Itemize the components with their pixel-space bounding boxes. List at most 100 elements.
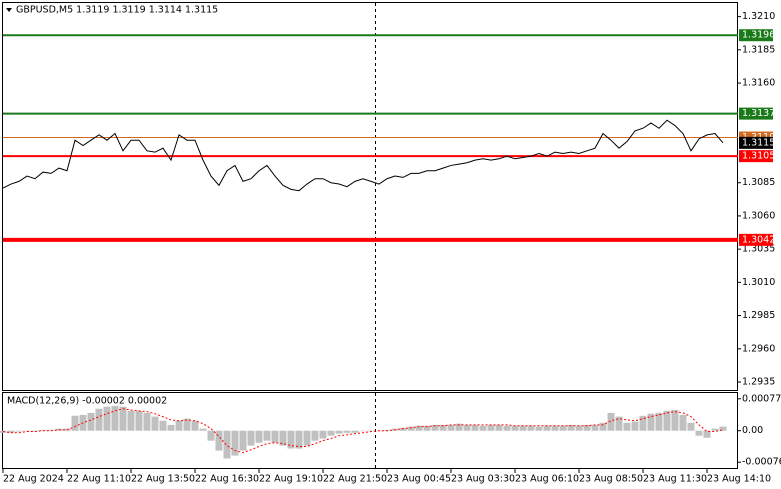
- macd-bar: [463, 424, 471, 431]
- macd-bar: [479, 425, 487, 431]
- level-tag-label: 1.3137: [742, 108, 775, 119]
- y-tick-label: 1.2935: [742, 377, 775, 388]
- x-tick-label: 22 Aug 19:10: [259, 474, 323, 485]
- y-tick-label: 0.00077: [742, 393, 781, 404]
- x-tick-label: 23 Aug 00:45: [387, 474, 451, 485]
- y-tick-label: 1.3185: [742, 44, 775, 55]
- macd-bar: [199, 428, 207, 431]
- x-tick-label: 22 Aug 16:30: [195, 474, 259, 485]
- macd-bar: [135, 410, 143, 431]
- macd-bar: [591, 424, 599, 431]
- macd-bar: [111, 405, 119, 431]
- macd-bar: [303, 430, 311, 446]
- level-tag: [739, 29, 773, 42]
- y-tick-label: 1.3160: [742, 78, 775, 89]
- macd-bar: [607, 412, 615, 431]
- level-tag-label: 1.3196: [742, 30, 775, 41]
- macd-bar: [671, 409, 679, 431]
- macd-bar: [159, 420, 167, 431]
- macd-bar: [335, 430, 343, 434]
- macd-bar: [423, 425, 431, 431]
- macd-bar: [599, 422, 607, 431]
- macd-bar: [615, 416, 623, 431]
- last-price-label: 1.3115: [742, 137, 775, 148]
- x-tick-label: 23 Aug 03:30: [451, 474, 515, 485]
- macd-bar: [679, 414, 687, 431]
- macd-bar: [95, 408, 103, 431]
- macd-bar: [295, 430, 303, 449]
- macd-bar: [487, 424, 495, 431]
- macd-bar: [367, 430, 375, 432]
- macd-panel: [2, 392, 738, 469]
- macd-bar: [87, 412, 95, 431]
- macd-bar: [623, 422, 631, 431]
- macd-bar: [519, 425, 527, 431]
- y-tick-label: -0.00076: [742, 457, 781, 468]
- signal-line: [2, 408, 724, 454]
- macd-bar: [279, 430, 287, 446]
- macd-bar: [415, 425, 423, 431]
- macd-bar: [647, 413, 655, 431]
- x-tick-label: 22 Aug 2024: [3, 474, 64, 485]
- macd-bar: [631, 421, 639, 431]
- macd-bar: [511, 425, 519, 431]
- y-tick-label: 1.3060: [742, 210, 775, 221]
- macd-bar: [351, 430, 359, 433]
- macd-bar: [447, 424, 455, 431]
- level-tag-label: 1.3105: [742, 151, 775, 162]
- macd-bar: [263, 430, 271, 441]
- macd-bar: [327, 430, 335, 436]
- macd-bar: [431, 424, 439, 431]
- macd-bar: [527, 425, 535, 431]
- y-tick-label: 1.3085: [742, 177, 775, 188]
- y-tick-label: 0.00: [742, 425, 763, 436]
- y-tick-label: 1.3035: [742, 244, 775, 255]
- macd-bar: [271, 430, 279, 443]
- x-tick-label: 23 Aug 06:10: [515, 474, 579, 485]
- macd-title: MACD(12,26,9) -0.00002 0.00002: [7, 396, 167, 407]
- macd-bar: [215, 430, 223, 451]
- macd-bar: [319, 430, 327, 439]
- macd-bar: [239, 430, 247, 451]
- macd-bar: [175, 420, 183, 431]
- macd-bar: [543, 425, 551, 431]
- macd-bar: [639, 415, 647, 431]
- macd-bar: [103, 406, 111, 431]
- macd-bar: [575, 425, 583, 431]
- macd-bar: [719, 426, 727, 431]
- macd-bar: [583, 424, 591, 431]
- level-tag: [739, 107, 773, 120]
- macd-bar: [359, 430, 367, 432]
- x-tick-label: 22 Aug 13:50: [131, 474, 195, 485]
- macd-bar: [183, 418, 191, 431]
- level-tag-label: 1.3042: [742, 234, 775, 245]
- macd-bar: [191, 420, 199, 431]
- macd-bar: [455, 423, 463, 431]
- macd-bar: [255, 430, 263, 443]
- y-tick-label: 1.3210: [742, 11, 775, 22]
- x-tick-label: 22 Aug 11:10: [67, 474, 131, 485]
- macd-bar: [687, 422, 695, 431]
- macd-bar: [247, 430, 255, 446]
- y-tick-label: 1.2985: [742, 310, 775, 321]
- macd-bar: [7, 430, 15, 433]
- x-tick-label: 23 Aug 14:10: [707, 474, 771, 485]
- macd-bar: [31, 430, 39, 432]
- macd-bar: [311, 430, 319, 441]
- macd-bar: [223, 430, 231, 459]
- macd-bar: [23, 430, 31, 432]
- macd-bar: [535, 426, 543, 431]
- macd-bar: [231, 430, 239, 456]
- macd-bar: [655, 412, 663, 431]
- macd-bar: [343, 430, 351, 433]
- x-tick-label: 22 Aug 21:50: [323, 474, 387, 485]
- level-tag: [739, 233, 773, 246]
- macd-bar: [663, 410, 671, 431]
- macd-bar: [207, 430, 215, 441]
- macd-bar: [703, 430, 711, 438]
- macd-bar: [407, 426, 415, 431]
- macd-bar: [471, 424, 479, 431]
- y-tick-label: 1.3010: [742, 277, 775, 288]
